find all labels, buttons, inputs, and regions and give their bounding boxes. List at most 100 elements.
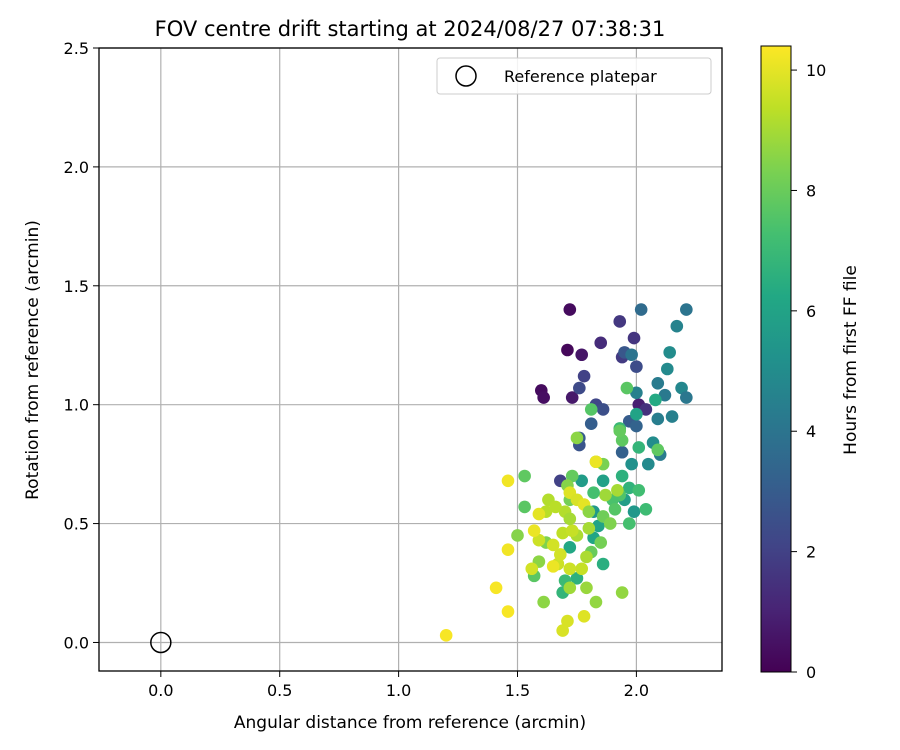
data-point [580, 550, 593, 564]
data-point [580, 581, 593, 595]
data-point [565, 469, 579, 483]
data-point [625, 348, 638, 362]
colorbar-ticks: 0 2 4 6 8 10 [791, 61, 826, 682]
legend-label: Reference platepar [504, 67, 657, 86]
data-point [563, 581, 577, 595]
data-point [582, 505, 596, 518]
data-point [594, 336, 608, 350]
x-axis-ticks: 0.0 0.5 1.0 1.5 2.0 [148, 671, 649, 700]
colorbar-tick-label: 8 [806, 181, 816, 200]
data-point [651, 412, 665, 426]
data-point [537, 391, 550, 404]
data-point [596, 474, 610, 488]
x-axis-label: Angular distance from reference (arcmin) [234, 713, 586, 733]
data-point [622, 481, 636, 495]
colorbar-tick-label: 4 [806, 422, 816, 441]
data-point [596, 403, 610, 416]
y-tick-label: 0.0 [64, 633, 89, 652]
data-point [546, 560, 560, 573]
data-point [651, 376, 665, 390]
y-axis-label: Rotation from reference (arcmin) [23, 220, 43, 500]
data-point [554, 548, 567, 561]
data-point [439, 629, 453, 642]
data-point [630, 360, 643, 373]
data-point [501, 605, 515, 618]
data-point [561, 614, 574, 628]
data-point [525, 562, 539, 576]
data-point [680, 391, 693, 404]
y-tick-label: 0.5 [64, 515, 89, 534]
data-point [575, 562, 589, 576]
data-point [632, 441, 646, 454]
y-tick-label: 2.0 [64, 158, 89, 177]
data-point [518, 500, 531, 514]
chart-title: FOV centre drift starting at 2024/08/27 … [155, 17, 666, 41]
data-point [563, 303, 577, 316]
colorbar [760, 45, 792, 673]
legend-box [436, 57, 712, 95]
data-point [518, 469, 531, 483]
y-axis-ticks: 0.0 0.5 1.0 1.5 2.0 2.5 [64, 39, 99, 652]
data-point [596, 557, 610, 571]
data-point [680, 303, 693, 316]
colorbar-label: Hours from first FF file [841, 265, 861, 455]
data-point [589, 595, 603, 609]
data-point [641, 457, 655, 471]
data-point [489, 581, 503, 595]
data-point [627, 331, 641, 345]
data-point [663, 346, 676, 359]
y-tick-label: 2.5 [64, 39, 89, 58]
reference-point-marker [150, 631, 172, 654]
data-point [630, 419, 643, 433]
data-point [615, 445, 629, 459]
data-point [670, 319, 684, 333]
data-point [587, 486, 600, 499]
y-tick-label: 1.5 [64, 277, 89, 296]
data-point [537, 595, 550, 609]
data-point [563, 512, 577, 526]
data-point [565, 524, 579, 538]
x-tick-label: 0.5 [267, 681, 292, 700]
data-point [632, 483, 646, 497]
data-point [661, 362, 674, 376]
data-point [561, 343, 574, 357]
data-point [589, 455, 603, 469]
data-point [611, 483, 624, 497]
data-point [511, 529, 524, 542]
data-point [592, 519, 605, 533]
data-point [615, 586, 629, 599]
data-point [501, 543, 515, 557]
colorbar-tick-label: 2 [806, 543, 816, 562]
y-tick-label: 1.0 [64, 396, 89, 415]
data-point [603, 517, 617, 530]
data-point [608, 503, 622, 516]
data-point [556, 624, 569, 637]
data-points [439, 303, 693, 642]
x-tick-label: 0.0 [148, 681, 173, 700]
data-point [613, 424, 627, 438]
data-point [575, 348, 589, 362]
data-point [532, 507, 546, 521]
data-point [613, 315, 627, 328]
data-point [565, 391, 579, 404]
data-point [665, 410, 679, 423]
x-tick-label: 2.0 [624, 681, 649, 700]
data-point [570, 431, 584, 445]
data-point [563, 541, 577, 554]
data-point [527, 524, 541, 538]
data-point [573, 381, 586, 395]
data-point [675, 381, 688, 395]
data-point [634, 303, 648, 316]
data-point [577, 369, 591, 383]
data-point [630, 386, 643, 400]
x-tick-label: 1.5 [505, 681, 530, 700]
data-point [584, 403, 598, 416]
data-point [575, 474, 589, 488]
data-point [658, 388, 672, 402]
plot-frame [98, 47, 723, 672]
data-point [501, 474, 515, 488]
data-point [630, 407, 643, 421]
data-point [563, 562, 577, 576]
data-point [639, 403, 653, 416]
